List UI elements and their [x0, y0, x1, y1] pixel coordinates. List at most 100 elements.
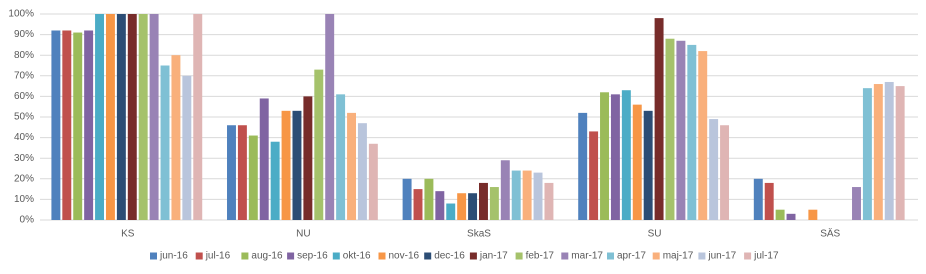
- bar: [160, 65, 170, 220]
- y-tick-label: 20%: [14, 173, 34, 184]
- legend-marker: [378, 252, 386, 260]
- bar: [292, 110, 302, 220]
- bar: [402, 178, 412, 220]
- legend-marker: [698, 252, 706, 260]
- bar: [193, 14, 203, 220]
- bar: [368, 143, 378, 220]
- bar: [303, 96, 313, 220]
- y-tick-label: 60%: [14, 91, 34, 102]
- bar: [479, 182, 488, 220]
- bar: [720, 125, 730, 220]
- bar: [862, 88, 872, 220]
- bar: [610, 94, 620, 220]
- legend-marker: [241, 252, 249, 260]
- y-tick-label: 0%: [20, 215, 35, 226]
- bar: [884, 81, 894, 220]
- legend-marker: [744, 252, 752, 260]
- bar: [413, 189, 423, 220]
- bar: [500, 160, 510, 220]
- legend-label: jun-17: [707, 251, 736, 262]
- legend-label: maj-17: [663, 251, 694, 262]
- bar: [873, 84, 883, 220]
- legend-label: nov-16: [389, 251, 420, 262]
- bar: [665, 38, 675, 220]
- bar: [632, 104, 642, 220]
- bar: [578, 112, 588, 220]
- bar: [435, 191, 445, 220]
- bar: [182, 75, 192, 220]
- legend-label: jun-16: [159, 251, 188, 262]
- bar: [457, 193, 467, 220]
- x-tick-label: SÄS: [820, 228, 840, 240]
- bar: [138, 14, 148, 220]
- bar: [281, 110, 291, 220]
- legend-label: dec-16: [434, 251, 465, 262]
- legend-label: jul-17: [753, 251, 779, 262]
- legend-marker: [561, 252, 569, 260]
- legend-marker: [195, 252, 203, 260]
- bar: [544, 182, 554, 220]
- bar: [259, 98, 269, 220]
- bar: [687, 44, 697, 221]
- bar: [786, 213, 796, 220]
- y-tick-label: 70%: [14, 70, 34, 81]
- y-tick-label: 80%: [14, 50, 34, 61]
- bar: [149, 14, 159, 220]
- legend-label: apr-17: [617, 251, 646, 262]
- bar: [357, 123, 367, 220]
- bar: [600, 92, 609, 220]
- legend-marker: [287, 252, 295, 260]
- bar: [698, 51, 708, 220]
- x-tick-label: SU: [648, 229, 662, 240]
- y-tick-label: 10%: [14, 194, 34, 205]
- bar: [270, 141, 280, 220]
- bar: [446, 203, 456, 220]
- legend-marker: [150, 252, 157, 260]
- bar: [325, 14, 335, 220]
- legend-label: jul-16: [205, 251, 231, 262]
- bar: [676, 40, 686, 220]
- bar: [852, 187, 861, 220]
- bar: [171, 55, 181, 221]
- bar: [511, 170, 521, 220]
- bar: [127, 14, 137, 220]
- x-tick-label: NU: [296, 229, 310, 240]
- y-tick-label: 50%: [14, 112, 34, 123]
- y-tick-label: 90%: [14, 29, 34, 40]
- bar: [709, 119, 719, 220]
- bar: [753, 178, 763, 220]
- bar: [84, 30, 94, 221]
- legend-marker: [652, 252, 660, 260]
- bar: [489, 187, 499, 220]
- bar: [621, 90, 631, 220]
- bar: [248, 135, 258, 220]
- bar: [424, 178, 434, 220]
- bar: [51, 30, 61, 221]
- bar: [336, 94, 346, 220]
- y-tick-label: 100%: [8, 9, 34, 20]
- legend-marker: [607, 252, 614, 260]
- legend-label: okt-16: [343, 251, 371, 262]
- legend-marker: [424, 252, 432, 260]
- x-tick-label: KS: [121, 229, 135, 240]
- y-tick-label: 40%: [14, 132, 34, 143]
- bar: [808, 209, 818, 220]
- bar: [227, 125, 236, 220]
- y-tick-label: 30%: [14, 153, 34, 164]
- legend-marker: [332, 252, 340, 260]
- legend-marker: [469, 252, 477, 260]
- legend-marker: [515, 252, 523, 260]
- bar: [775, 209, 785, 220]
- bar: [654, 18, 664, 221]
- bar: [62, 30, 72, 221]
- bar: [764, 182, 774, 220]
- legend-label: feb-17: [526, 251, 555, 262]
- legend-label: jan-17: [479, 251, 508, 262]
- legend-label: mar-17: [571, 251, 603, 262]
- bar: [105, 14, 115, 220]
- bar: [116, 14, 126, 220]
- bar: [314, 69, 324, 221]
- bar: [347, 112, 356, 220]
- bar: [237, 125, 247, 220]
